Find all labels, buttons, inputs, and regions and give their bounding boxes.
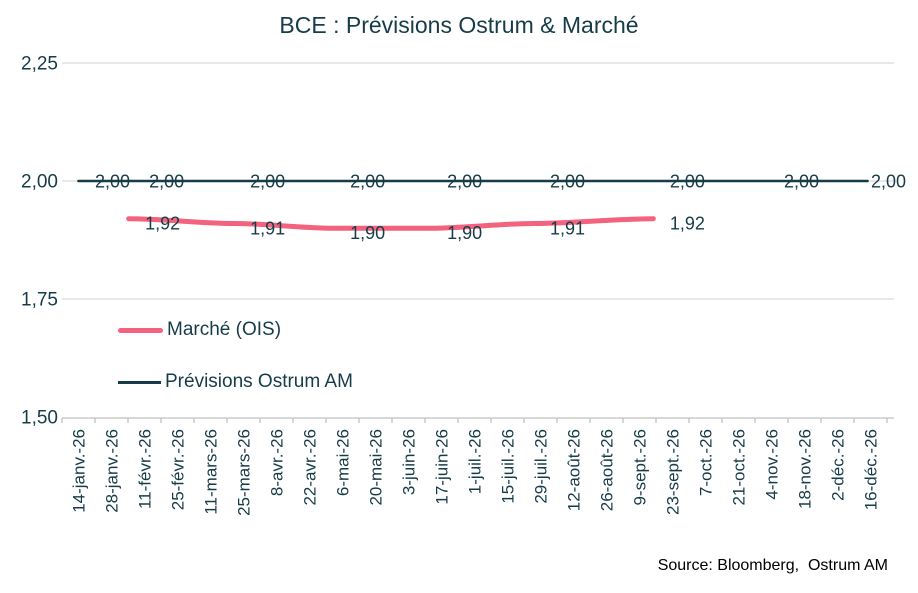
x-tick-label: 21-oct.-26 xyxy=(730,429,749,506)
x-tick-label: 29-juil.-26 xyxy=(532,429,551,504)
data-label-market: 1,92 xyxy=(145,214,180,234)
data-label-ostrum: 2,00 xyxy=(95,171,130,191)
ostrum-line-swatch xyxy=(118,380,161,384)
x-tick-label: 1-juil.-26 xyxy=(466,429,485,494)
x-tick-label: 7-oct.-26 xyxy=(697,429,716,496)
data-label-ostrum: 2,00 xyxy=(149,171,184,191)
data-label-market: 1,90 xyxy=(350,223,385,243)
y-tick-label: 2,00 xyxy=(21,172,58,193)
x-tick-label: 2-déc.-26 xyxy=(829,429,848,501)
legend-label-marche: Marché (OIS) xyxy=(167,319,282,340)
x-tick-label: 20-mai-26 xyxy=(367,429,386,506)
x-tick-label: 8-avr.-26 xyxy=(268,429,287,496)
y-tick-label: 1,75 xyxy=(21,290,58,311)
data-label-market: 1,91 xyxy=(250,218,285,238)
data-label-ostrum: 2,00 xyxy=(350,171,385,191)
x-tick-label: 12-août-26 xyxy=(565,429,584,511)
data-label-market: 1,91 xyxy=(550,218,585,238)
x-tick-label: 25-mars-26 xyxy=(235,429,254,516)
x-tick-label: 28-janv.-26 xyxy=(103,429,122,513)
data-label-market: 1,92 xyxy=(670,214,705,234)
x-tick-label: 14-janv.-26 xyxy=(70,429,89,513)
x-tick-label: 18-nov.-26 xyxy=(796,429,815,509)
legend-item-marche: Marché (OIS) xyxy=(118,318,353,342)
legend-label-ostrum: Prévisions Ostrum AM xyxy=(165,371,353,392)
x-tick-label: 3-juin-26 xyxy=(400,429,419,495)
x-tick-label: 6-mai-26 xyxy=(334,429,353,496)
y-tick-label: 1,50 xyxy=(21,408,58,429)
series-line-market xyxy=(126,216,656,231)
x-tick-label: 26-août-26 xyxy=(598,429,617,511)
data-label-ostrum: 2,00 xyxy=(550,171,585,191)
legend-item-ostrum: Prévisions Ostrum AM xyxy=(118,370,353,394)
x-tick-label: 16-déc.-26 xyxy=(862,429,881,510)
x-tick-label: 17-juin-26 xyxy=(433,429,452,505)
x-tick-label: 9-sept.-26 xyxy=(631,429,650,506)
x-tick-label: 25-févr.-26 xyxy=(169,429,188,510)
data-label-ostrum: 2,00 xyxy=(670,171,705,191)
x-tick-label: 11-mars-26 xyxy=(202,429,221,515)
y-tick-label: 2,25 xyxy=(21,54,58,75)
x-tick-label: 15-juil.-26 xyxy=(499,429,518,504)
x-tick-label: 11-févr.-26 xyxy=(136,429,155,509)
source-caption: Source: Bloomberg, Ostrum AM xyxy=(657,557,888,574)
data-label-ostrum: 2,00 xyxy=(250,171,285,191)
data-label-ostrum: 2,00 xyxy=(447,171,482,191)
x-tick-label: 4-nov.-26 xyxy=(763,429,782,500)
data-label-ostrum: 2,00 xyxy=(784,171,819,191)
marche-line-swatch xyxy=(118,327,163,333)
legend: Marché (OIS) Prévisions Ostrum AM xyxy=(118,318,353,422)
chart-title: BCE : Prévisions Ostrum & Marché xyxy=(279,12,639,38)
x-tick-label: 23-sept.-26 xyxy=(664,429,683,515)
data-label-market: 1,90 xyxy=(447,223,482,243)
data-label-ostrum: 2,00 xyxy=(871,171,906,191)
x-tick-label: 22-avr.-26 xyxy=(301,429,320,506)
